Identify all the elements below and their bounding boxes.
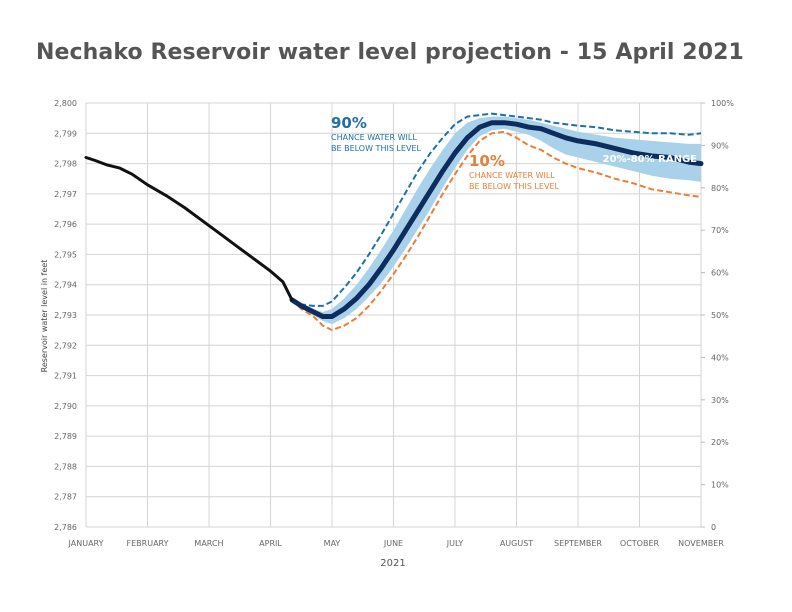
p10-annotation-value: 10% xyxy=(469,152,505,170)
y2-tick-label: 50% xyxy=(711,311,729,320)
y-tick-label: 2,799 xyxy=(54,129,77,138)
p90-annotation-value: 90% xyxy=(331,114,367,132)
x-tick-label: JUNE xyxy=(383,539,403,548)
y2-tick-label: 70% xyxy=(711,226,729,235)
y-tick-label: 2,789 xyxy=(54,432,77,441)
y2-tick-label: 20% xyxy=(711,438,729,447)
y2-tick-label: 40% xyxy=(711,353,729,362)
x-tick-label: AUGUST xyxy=(500,539,533,548)
y2-tick-label: 10% xyxy=(711,481,729,490)
y2-tick-label: 60% xyxy=(711,269,729,278)
y-tick-label: 2,791 xyxy=(54,372,77,381)
x-tick-label: JULY xyxy=(446,539,464,548)
y2-tick-label: 100% xyxy=(711,99,734,108)
x-tick-label: NOVEMBER xyxy=(678,539,724,548)
y2-tick-label: 0 xyxy=(711,523,716,532)
observed-line xyxy=(84,156,294,302)
x-tick-label: OCTOBER xyxy=(620,539,660,548)
x-tick-label: JANUARY xyxy=(68,539,104,548)
y2-tick-label: 30% xyxy=(711,396,729,405)
y-tick-label: 2,794 xyxy=(54,281,77,290)
x-tick-label: APRIL xyxy=(259,539,282,548)
y2-tick-label: 90% xyxy=(711,141,729,150)
median-line xyxy=(289,120,704,319)
p10-line xyxy=(291,130,702,332)
y-tick-label: 2,797 xyxy=(54,190,77,199)
y-tick-label: 2,796 xyxy=(54,220,77,229)
y-axis-ticks: 2,786 2,787 2,788 2,789 2,790 2,791 2,792 2,793… xyxy=(54,99,77,532)
y-tick-label: 2,795 xyxy=(54,250,77,259)
y-tick-label: 2,790 xyxy=(54,402,77,411)
y-axis-label: Reservoir water level in feet xyxy=(40,260,49,373)
y-tick-label: 2,787 xyxy=(54,493,77,502)
x-tick-label: FEBRUARY xyxy=(127,539,169,548)
p90-annotation-line1: CHANCE WATER WILL xyxy=(331,133,417,142)
y-tick-label: 2,793 xyxy=(54,311,77,320)
p10-annotation-line2: BE BELOW THIS LEVEL xyxy=(469,182,559,191)
y2-tick-label: 80% xyxy=(711,184,729,193)
p10-annotation-line1: CHANCE WATER WILL xyxy=(469,171,555,180)
range-annotation: 20%-80% RANGE xyxy=(603,154,698,165)
y-tick-label: 2,788 xyxy=(54,462,77,471)
y-tick-label: 2,800 xyxy=(54,99,77,108)
y2-axis-ticks: 0 10% 20% 30% 40% 50% 60% 70% 80% 90% 100% xyxy=(701,99,734,532)
y-tick-label: 2,786 xyxy=(54,523,77,532)
x-tick-label: MARCH xyxy=(194,539,223,548)
x-tick-label: SEPTEMBER xyxy=(554,539,602,548)
p90-line xyxy=(291,112,702,307)
y-tick-label: 2,792 xyxy=(54,341,77,350)
x-axis-title: 2021 xyxy=(380,558,405,569)
x-axis-ticks: JANUARY FEBRUARY MARCH APRIL MAY JUNE JULY AUGU… xyxy=(68,539,725,548)
series-lines xyxy=(84,112,704,332)
chart-title: Nechako Reservoir water level projection… xyxy=(36,40,744,65)
p90-annotation-line2: BE BELOW THIS LEVEL xyxy=(331,144,421,153)
y-tick-label: 2,798 xyxy=(54,160,77,169)
grid-lines xyxy=(85,102,702,528)
x-tick-label: MAY xyxy=(324,539,341,548)
